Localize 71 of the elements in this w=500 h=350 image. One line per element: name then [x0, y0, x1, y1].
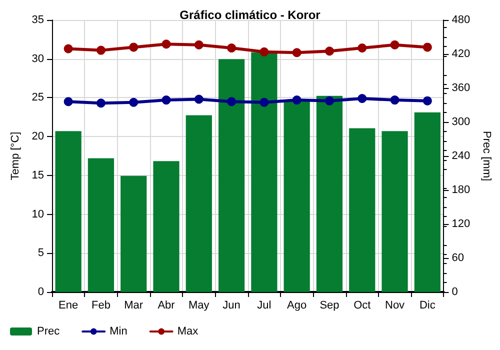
y2-tick-label: 300	[452, 116, 470, 128]
x-tick-label: Ago	[287, 300, 307, 312]
point	[194, 40, 204, 50]
bar	[284, 101, 310, 292]
y-tick-label: 0	[38, 286, 44, 298]
bar	[186, 115, 212, 292]
y2-tick-label: 240	[452, 150, 470, 162]
bar	[251, 52, 278, 292]
bar	[55, 131, 82, 292]
chart-title: Gráfico climático - Koror	[180, 8, 321, 22]
point	[64, 44, 73, 54]
bar	[414, 112, 440, 292]
bar	[349, 128, 376, 292]
x-tick-label: Jul	[257, 300, 272, 312]
y2-tick-label: 360	[452, 82, 470, 94]
point	[390, 40, 400, 50]
y-tick-label: 15	[32, 169, 44, 182]
bar	[316, 96, 343, 292]
point	[227, 43, 236, 52]
legend-label: Prec	[37, 326, 60, 338]
y2-tick-label: 420	[452, 48, 470, 60]
point	[260, 47, 269, 56]
point	[390, 96, 400, 105]
y-tick-label: 35	[32, 14, 44, 26]
point	[292, 48, 302, 58]
point	[422, 42, 432, 52]
point	[162, 96, 171, 105]
point	[227, 97, 236, 106]
y2-axis-title: Prec [mm]	[480, 130, 492, 182]
point	[162, 40, 171, 49]
point	[422, 96, 432, 106]
point	[324, 96, 334, 106]
point	[292, 96, 302, 105]
point	[324, 46, 334, 56]
y-tick-label: 30	[32, 52, 44, 65]
point	[260, 98, 269, 107]
y-tick-label: 25	[32, 92, 44, 104]
x-tick-label: Jun	[222, 300, 240, 312]
x-tick-label: Feb	[91, 300, 110, 312]
x-tick-label: Sep	[320, 300, 340, 312]
y-tick-label: 20	[32, 130, 44, 143]
legend-label: Max	[177, 326, 199, 338]
point	[194, 94, 204, 104]
point	[358, 43, 367, 52]
y2-tick-label: 60	[452, 252, 464, 264]
bar	[88, 158, 114, 292]
y2-tick-label: 120	[452, 218, 470, 230]
bar	[382, 131, 408, 292]
bar	[120, 176, 147, 292]
y-axis-title: Temp [°C]	[9, 132, 22, 180]
bar	[153, 161, 180, 292]
y2-tick-label: 180	[452, 184, 470, 196]
legend-label: Min	[110, 326, 128, 338]
point	[96, 46, 106, 55]
y-tick-label: 5	[38, 247, 44, 260]
x-tick-label: May	[188, 300, 210, 312]
x-tick-label: Oct	[354, 300, 371, 312]
x-tick-label: Mar	[124, 300, 144, 312]
point	[64, 97, 73, 106]
y2-tick-label: 0	[452, 286, 458, 298]
x-tick-label: Dic	[419, 300, 436, 312]
y-tick-label: 10	[32, 208, 44, 220]
x-tick-label: Abr	[158, 300, 176, 312]
point	[129, 98, 138, 107]
y2-tick-label: 480	[452, 14, 470, 26]
x-tick-label: Ene	[58, 300, 78, 312]
point	[358, 94, 367, 103]
bar	[218, 59, 245, 292]
x-tick-label: Nov	[384, 300, 406, 312]
point	[96, 98, 106, 108]
point	[129, 42, 138, 52]
